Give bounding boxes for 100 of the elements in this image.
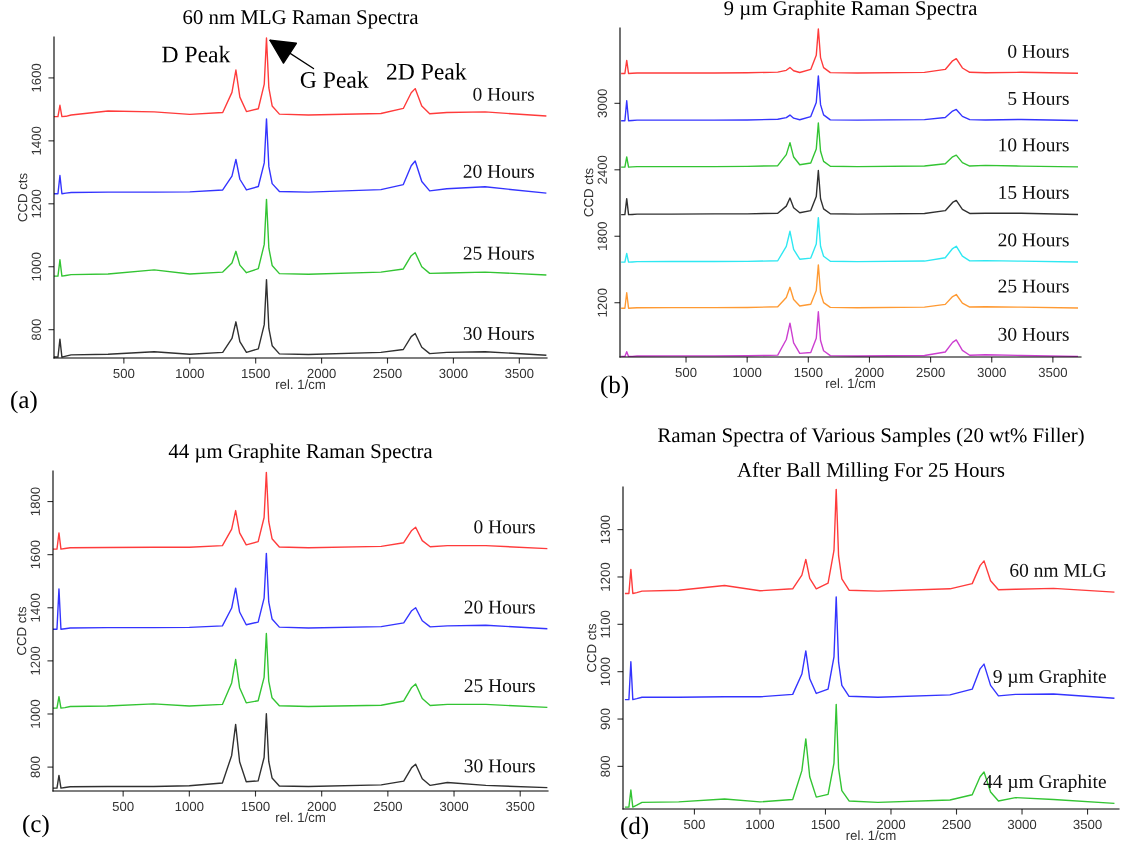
y-tick-label: 2400 [597,155,607,184]
line-series [54,37,547,118]
line-series [53,552,548,630]
y-tick-label: 800 [30,756,40,778]
x-tick-label: 500 [112,801,134,812]
y-axis-title: CCD cts [586,623,597,672]
line-series [621,264,1079,309]
x-tick-label: 2500 [373,801,403,812]
x-tick-label: 3500 [505,368,534,379]
chart-title: Raman Spectra of Various Samples (20 wt% Filler) [658,427,1084,447]
y-tick-label: 3000 [597,89,607,118]
x-tick-label: 1500 [811,819,840,830]
chart-title: 9 µm Graphite Raman Spectra [724,0,978,20]
y-tick-label: 1400 [31,126,41,155]
x-tick-label: 2500 [916,367,945,378]
y-tick-label: 1300 [600,515,610,544]
x-tick-label: 2500 [373,368,402,379]
series-label: 0 Hours [473,87,534,101]
x-tick-label: 2000 [855,367,884,378]
line-series [624,488,1115,595]
line-series [624,596,1115,701]
series-label: 25 Hours [464,679,535,693]
x-tick-label: 1000 [176,368,204,379]
line-series [624,703,1115,808]
y-tick-label: 1200 [597,288,607,317]
chart-subtitle: After Ball Milling For 25 Hours [737,462,1005,482]
x-tick-label: 3000 [439,801,469,812]
series-label: 30 Hours [464,759,535,773]
x-tick-label: 3500 [1038,367,1068,378]
x-tick-label: 1500 [242,368,270,379]
y-tick-label: 1400 [30,593,40,622]
chart-title: 60 nm MLG Raman Spectra [183,10,419,29]
line-series [53,632,548,709]
x-tick-label: 1500 [241,801,270,812]
series-label: 30 Hours [463,326,534,340]
y-tick-label: 1600 [31,63,41,92]
y-axis-title: CCD cts [17,173,28,222]
x-tick-label: 500 [675,367,697,378]
line-series [621,28,1079,75]
x-tick-label: 1000 [733,367,762,378]
x-tick-label: 500 [113,368,135,379]
line-series [54,118,547,195]
y-tick-label: 900 [600,708,610,730]
series-label: 20 Hours [464,600,535,614]
y-tick-label: 800 [600,755,610,777]
x-tick-label: 3000 [439,368,468,379]
annotation: G Peak [300,71,369,88]
x-axis-title: rel. 1/cm [826,378,875,389]
line-series [621,216,1079,263]
x-tick-label: 1000 [746,819,775,830]
x-axis-title: rel. 1/cm [276,379,325,390]
chart-title: 44 µm Graphite Raman Spectra [168,443,433,463]
series-label: 25 Hours [463,246,534,260]
line-series [54,198,547,277]
line-series [621,169,1079,216]
text: (b) [601,375,629,399]
y-axis-title: CCD cts [16,606,27,655]
x-tick-label: 2000 [876,819,906,830]
y-tick-label: 1000 [600,657,610,686]
x-tick-label: 2000 [307,368,336,379]
series-label: 20 Hours [998,233,1069,247]
series-label: 0 Hours [1008,44,1069,58]
x-tick-label: 1000 [175,801,204,812]
y-tick-label: 1800 [30,487,40,516]
y-tick-label: 1100 [600,610,610,638]
series-label: 5 Hours [1008,92,1069,106]
series-label: 25 Hours [998,279,1069,293]
series-label: 60 nm MLG [1010,563,1106,577]
y-tick-label: 1600 [30,540,40,569]
series-label: 20 Hours [463,164,534,178]
x-tick-label: 3000 [977,367,1006,378]
series-label: 9 µm Graphite [993,669,1106,687]
line-series [621,122,1079,168]
y-axis-title: CCD cts [583,168,594,217]
line-series [621,75,1079,122]
x-tick-label: 3500 [506,801,535,812]
x-tick-label: 3000 [1007,819,1037,830]
y-tick-label: 1200 [600,562,610,591]
text: (a) [11,390,37,414]
x-tick-label: 500 [683,819,705,830]
annotation: 2D Peak [387,63,467,80]
series-label: 15 Hours [999,185,1069,199]
text: (d) [621,816,649,840]
x-tick-label: 2500 [942,819,971,830]
series-label: 10 Hours [999,138,1069,152]
y-tick-label: 1000 [30,699,40,728]
series-label: 0 Hours [474,520,535,534]
x-axis-title: rel. 1/cm [846,830,896,841]
y-tick-label: 1200 [30,646,40,675]
text: (c) [23,814,49,838]
y-tick-label: 800 [31,319,41,341]
y-tick-label: 1200 [31,189,41,218]
y-tick-label: 1000 [31,252,41,281]
x-tick-label: 2000 [307,801,336,812]
line-series [53,471,548,550]
x-axis-title: rel. 1/cm [276,812,325,823]
x-tick-label: 1500 [794,367,823,378]
annotation: D Peak [162,45,231,63]
series-label: 30 Hours [998,327,1069,341]
y-tick-label: 1800 [597,222,607,250]
